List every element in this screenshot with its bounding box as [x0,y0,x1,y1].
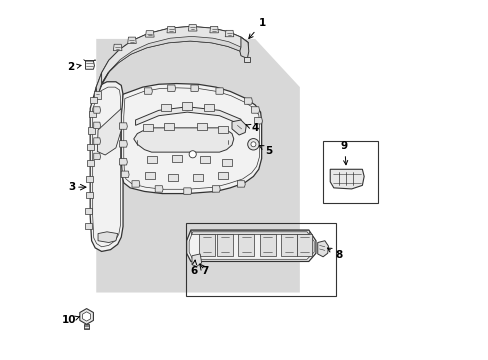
Polygon shape [121,84,261,194]
Polygon shape [85,61,94,69]
Polygon shape [94,91,101,99]
Polygon shape [203,104,213,111]
Polygon shape [183,188,191,194]
Polygon shape [240,37,248,59]
Polygon shape [85,208,92,214]
Polygon shape [96,26,247,98]
Text: 6: 6 [190,260,197,276]
Polygon shape [113,44,122,51]
Polygon shape [84,324,89,329]
Polygon shape [127,37,136,44]
Polygon shape [80,309,93,324]
Polygon shape [218,126,227,133]
Polygon shape [98,232,118,243]
Polygon shape [317,241,328,257]
Polygon shape [155,186,163,192]
Polygon shape [94,122,101,129]
Polygon shape [254,117,262,124]
Polygon shape [145,31,154,37]
Polygon shape [281,234,296,256]
Polygon shape [86,176,93,182]
Polygon shape [134,128,233,152]
Polygon shape [97,109,121,155]
Polygon shape [217,234,232,256]
Polygon shape [193,174,203,181]
Polygon shape [121,171,129,177]
Polygon shape [94,107,101,113]
Polygon shape [90,82,123,251]
Polygon shape [244,57,249,62]
Text: 1: 1 [248,18,265,39]
Polygon shape [82,312,90,321]
Polygon shape [200,156,210,163]
Polygon shape [89,111,96,117]
Polygon shape [259,234,275,256]
Polygon shape [196,123,206,130]
Polygon shape [161,104,171,111]
Polygon shape [166,26,175,33]
Polygon shape [238,234,254,256]
Polygon shape [144,88,152,94]
Polygon shape [132,181,140,187]
Polygon shape [225,30,233,37]
Text: 3: 3 [68,182,76,192]
Text: 2: 2 [67,63,81,72]
Polygon shape [251,107,259,113]
Polygon shape [168,174,178,181]
Polygon shape [212,186,220,192]
Polygon shape [102,26,247,84]
Polygon shape [216,88,224,94]
Polygon shape [119,158,127,165]
Polygon shape [171,155,181,162]
Text: 8: 8 [327,248,342,260]
Polygon shape [88,127,95,134]
Polygon shape [144,172,155,179]
Polygon shape [190,230,308,234]
Polygon shape [188,24,197,31]
Polygon shape [167,85,175,91]
Circle shape [247,139,259,150]
Polygon shape [96,73,102,98]
Text: 10: 10 [62,315,80,325]
Polygon shape [209,26,218,33]
Circle shape [189,151,196,158]
Polygon shape [218,172,227,179]
Text: 5: 5 [259,145,272,156]
Polygon shape [231,120,246,135]
Text: 7: 7 [201,266,208,276]
Polygon shape [94,153,101,159]
Polygon shape [192,254,201,266]
Polygon shape [86,159,94,166]
Polygon shape [296,234,312,256]
Polygon shape [182,103,192,110]
Polygon shape [190,85,198,91]
Polygon shape [329,169,364,189]
Polygon shape [146,156,156,163]
Polygon shape [199,234,214,256]
Polygon shape [87,144,94,150]
Polygon shape [164,123,174,130]
Polygon shape [244,98,252,104]
Polygon shape [135,107,241,125]
Polygon shape [96,36,247,98]
Polygon shape [94,138,101,144]
Polygon shape [90,97,97,103]
Polygon shape [85,223,92,229]
Polygon shape [119,141,127,147]
Polygon shape [143,124,153,131]
Polygon shape [186,230,315,261]
Polygon shape [221,158,231,166]
Polygon shape [96,39,299,293]
Polygon shape [237,181,244,187]
Circle shape [250,142,255,147]
Polygon shape [85,192,93,198]
Text: 4: 4 [245,123,258,133]
Text: 9: 9 [340,141,347,165]
Polygon shape [119,123,127,129]
